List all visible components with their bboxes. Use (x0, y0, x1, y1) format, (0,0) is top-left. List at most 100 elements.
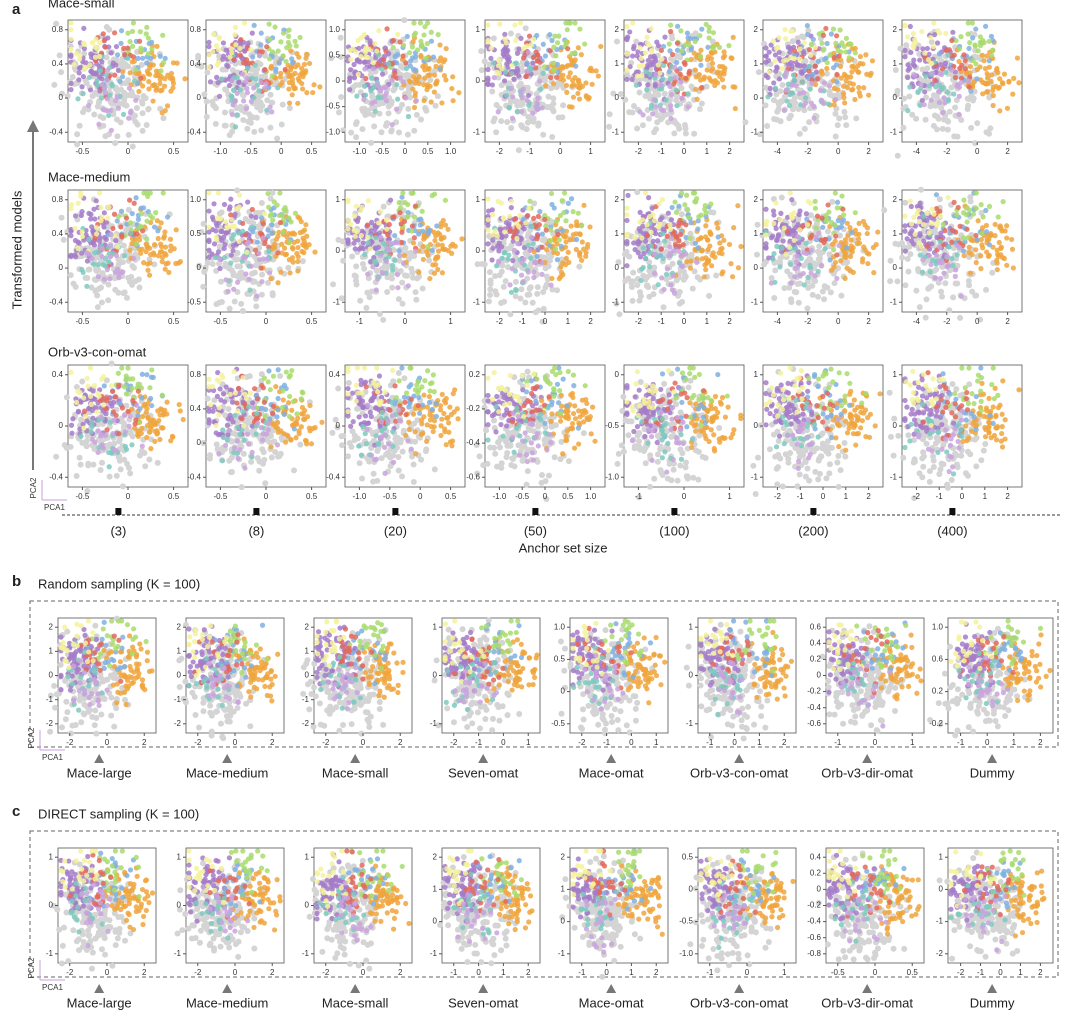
cloud-point (523, 220, 529, 226)
cloud-point (372, 108, 378, 115)
cloud-point (228, 212, 234, 218)
cloud-point (254, 239, 261, 245)
cloud-point (990, 47, 996, 53)
cloud-point (560, 227, 566, 234)
cloud-point (353, 263, 360, 270)
cloud-point (808, 52, 814, 58)
cloud-point (639, 217, 646, 223)
cloud-point (232, 24, 239, 30)
cloud-point (145, 70, 151, 77)
y-tick-label: -1 (612, 127, 620, 136)
cloud-point (921, 102, 927, 108)
cloud-point (706, 35, 712, 41)
cloud-point (75, 96, 81, 102)
cloud-point (535, 95, 541, 101)
y-tick-label: 2 (754, 25, 759, 34)
cloud-point (796, 130, 803, 137)
x-tick-label: 0.5 (306, 317, 318, 326)
cloud-point (831, 102, 837, 108)
cloud-point (288, 219, 294, 225)
cloud-point (646, 293, 653, 300)
cloud-point (550, 60, 557, 66)
cloud-point (223, 277, 229, 283)
cloud-point (660, 304, 667, 311)
cloud-point (429, 247, 435, 254)
cloud-point (990, 93, 996, 99)
x-tick-label: 1 (566, 317, 571, 326)
cloud-point (942, 60, 949, 66)
cloud-point (786, 115, 793, 122)
cloud-point (352, 233, 358, 239)
cloud-point (248, 263, 254, 269)
cloud-point (503, 48, 510, 54)
cloud-point (776, 35, 782, 41)
cloud-point (631, 43, 637, 49)
cloud-point (386, 254, 392, 260)
cloud-point (195, 52, 202, 59)
cloud-point (389, 262, 396, 269)
cloud-point (638, 55, 644, 61)
cloud-point (269, 230, 275, 236)
cloud-point (218, 228, 224, 235)
cloud-point (1001, 71, 1008, 77)
cloud-point (627, 29, 633, 35)
cloud-point (142, 95, 149, 102)
cloud-point (782, 74, 789, 80)
cloud-point (411, 127, 418, 134)
cloud-point (513, 286, 519, 293)
cloud-point (766, 69, 772, 75)
cloud-point (234, 273, 241, 280)
cloud-point (266, 21, 272, 27)
cloud-point (565, 200, 572, 206)
cloud-point (763, 45, 769, 51)
cloud-point (225, 63, 231, 70)
cloud-point (272, 241, 278, 248)
cloud-point (842, 114, 849, 121)
cloud-point (104, 67, 111, 73)
cloud-point (206, 247, 212, 253)
cloud-point (371, 123, 378, 130)
cloud-point (866, 92, 872, 98)
cloud-point (821, 80, 827, 86)
cloud-point (125, 55, 131, 62)
cloud-point (568, 196, 575, 202)
cloud-point (290, 80, 296, 86)
cloud-point (228, 267, 235, 274)
cloud-point (624, 205, 630, 211)
cloud-point (943, 30, 949, 37)
cloud-point (145, 105, 152, 112)
cloud-point (645, 82, 651, 88)
cloud-point (79, 250, 85, 256)
cloud-point (508, 205, 514, 211)
cloud-point (982, 23, 989, 29)
cloud-point (113, 62, 119, 68)
cloud-point (211, 201, 217, 207)
cloud-point (82, 274, 89, 281)
cloud-point (682, 202, 688, 208)
cloud-point (730, 84, 736, 90)
cloud-point (937, 30, 943, 36)
cloud-point (509, 115, 516, 121)
cloud-point (157, 76, 163, 82)
cloud-point (641, 250, 647, 257)
cloud-point (222, 242, 228, 248)
cloud-point (775, 99, 782, 106)
cloud-point (91, 206, 97, 212)
cloud-point (910, 31, 916, 37)
cloud-point (658, 47, 664, 54)
cloud-point (286, 105, 293, 112)
cloud-point (145, 193, 151, 199)
cloud-point (974, 66, 980, 73)
cloud-point (102, 133, 109, 140)
cloud-point (574, 236, 580, 243)
cloud-point (679, 298, 686, 305)
x-tick-label: -4 (913, 147, 921, 156)
cloud-point (558, 264, 564, 270)
cloud-point (666, 41, 672, 47)
cloud-point (825, 101, 832, 107)
cloud-point (695, 245, 701, 251)
cloud-point (154, 43, 160, 49)
cloud-point (714, 70, 720, 76)
cloud-point (311, 82, 317, 88)
cloud-point (812, 63, 818, 69)
